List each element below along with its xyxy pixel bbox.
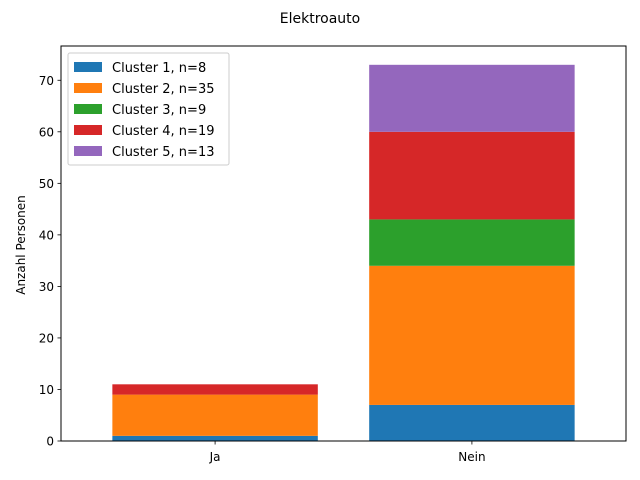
legend-label: Cluster 5, n=13 bbox=[112, 145, 214, 160]
legend-label: Cluster 4, n=19 bbox=[112, 124, 214, 139]
y-tick-label: 30 bbox=[39, 280, 54, 294]
bar-series-4-ja bbox=[112, 384, 318, 395]
legend: Cluster 1, n=8 Cluster 2, n=35 Cluster 3, … bbox=[67, 52, 230, 166]
y-tick-label: 70 bbox=[39, 74, 54, 88]
legend-box bbox=[67, 52, 230, 166]
bar-series-4-nein bbox=[369, 131, 575, 220]
legend-label: Cluster 3, n=9 bbox=[112, 103, 206, 118]
legend-swatch bbox=[74, 83, 102, 93]
y-axis-ticks: 0 10 20 30 40 50 60 70 bbox=[39, 74, 61, 449]
bar-series-5-nein bbox=[369, 64, 575, 132]
bars-group bbox=[112, 64, 575, 441]
legend-label: Cluster 1, n=8 bbox=[112, 61, 206, 76]
y-tick-label: 10 bbox=[39, 383, 54, 397]
y-axis-label: Anzahl Personen bbox=[14, 195, 28, 295]
bar-series-2-nein bbox=[369, 265, 575, 405]
y-tick-label: 40 bbox=[39, 228, 54, 242]
y-tick-label: 50 bbox=[39, 177, 54, 191]
y-tick-label: 0 bbox=[46, 435, 54, 449]
y-tick-label: 60 bbox=[39, 125, 54, 139]
legend-swatch bbox=[74, 104, 102, 114]
legend-swatch bbox=[74, 125, 102, 135]
legend-swatch bbox=[74, 146, 102, 156]
y-tick-label: 20 bbox=[39, 331, 54, 345]
legend-label: Cluster 2, n=35 bbox=[112, 82, 214, 97]
x-axis-ticks: Ja Nein bbox=[209, 441, 486, 464]
bar-series-1-nein bbox=[369, 404, 575, 441]
chart-title: Elektroauto bbox=[280, 11, 360, 27]
bar-series-3-nein bbox=[369, 219, 575, 266]
legend-swatch bbox=[74, 62, 102, 72]
bar-series-1-ja bbox=[112, 435, 318, 441]
x-tick-label: Ja bbox=[209, 450, 221, 464]
x-tick-label: Nein bbox=[458, 450, 485, 464]
bar-series-2-ja bbox=[112, 394, 318, 436]
plot-frame bbox=[60, 45, 627, 442]
